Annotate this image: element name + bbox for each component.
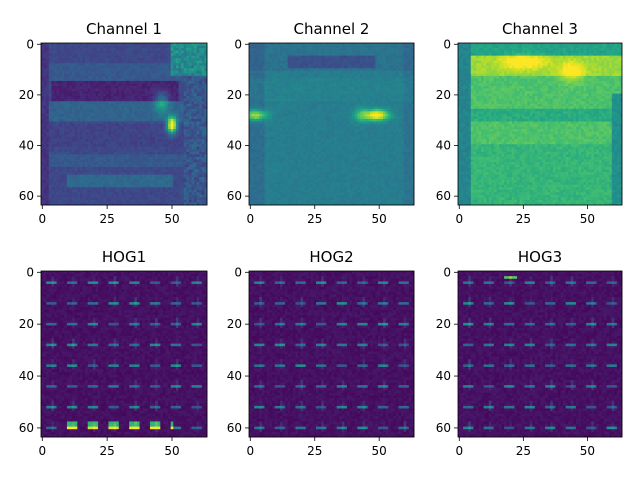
- heatmap-cells: [249, 271, 415, 438]
- y-tick-label: 20: [19, 88, 34, 102]
- axes-frame: [457, 270, 623, 438]
- panel-1: Channel 1 0 25 50 0 20 40 60: [19, 20, 208, 226]
- x-tick-label: 25: [307, 444, 322, 458]
- panel-6: HOG3 0 25 50 0 20 40 60: [436, 248, 623, 458]
- y-tick-label: 20: [19, 317, 34, 331]
- x-tick-label: 0: [455, 212, 463, 226]
- y-tick-label: 60: [227, 421, 242, 435]
- x-tick-label: 50: [580, 444, 595, 458]
- y-tick-label: 20: [227, 88, 242, 102]
- y-tick-label: 40: [19, 139, 34, 153]
- x-tick-label: 25: [100, 212, 115, 226]
- x-tick-label: 25: [100, 444, 115, 458]
- heatmap-cells: [249, 43, 415, 206]
- y-tick-label: 40: [227, 139, 242, 153]
- x-tick-label: 50: [372, 444, 387, 458]
- y-tick-label: 0: [26, 265, 34, 279]
- axes-frame: [248, 270, 415, 438]
- x-tick-label: 50: [164, 444, 179, 458]
- panel-title: Channel 1: [86, 20, 162, 38]
- y-tick-label: 40: [19, 369, 34, 383]
- y-tick-label: 60: [436, 421, 451, 435]
- y-tick-label: 0: [443, 37, 451, 51]
- y-tick-label: 40: [227, 369, 242, 383]
- y-tick-label: 40: [436, 369, 451, 383]
- panel-3: Channel 3 0 25 50 0 20 40 60: [436, 20, 623, 226]
- panel-2: Channel 2 0 25 50 0 20 40 60: [227, 20, 415, 226]
- panel-4: HOG1 0 25 50 0 20 40 60: [19, 248, 208, 458]
- y-tick-label: 0: [26, 37, 34, 51]
- x-tick-label: 50: [372, 212, 387, 226]
- panels: Channel 1 0 25 50 0 20 40 60 Channel 2 0 25 50 0 20 40…: [19, 20, 623, 458]
- x-tick-label: 0: [38, 444, 46, 458]
- axes-frame: [40, 42, 208, 206]
- heatmap-cells: [41, 271, 208, 438]
- x-tick-label: 25: [307, 212, 322, 226]
- heatmap-cells: [458, 43, 623, 206]
- x-tick-label: 0: [246, 212, 254, 226]
- y-tick-label: 60: [19, 189, 34, 203]
- y-tick-label: 40: [436, 139, 451, 153]
- panel-title: HOG1: [102, 248, 146, 266]
- panel-title: HOG2: [309, 248, 353, 266]
- axes-frame: [40, 270, 208, 438]
- y-tick-label: 60: [227, 189, 242, 203]
- panel-title: Channel 3: [502, 20, 578, 38]
- y-tick-label: 20: [227, 317, 242, 331]
- axes-frame: [457, 42, 623, 206]
- x-tick-label: 25: [516, 444, 531, 458]
- y-tick-label: 60: [19, 421, 34, 435]
- x-tick-label: 50: [164, 212, 179, 226]
- heatmap-cells: [458, 271, 623, 438]
- x-tick-label: 0: [246, 444, 254, 458]
- x-tick-label: 0: [455, 444, 463, 458]
- y-tick-label: 0: [443, 265, 451, 279]
- panel-title: HOG3: [518, 248, 562, 266]
- panel-5: HOG2 0 25 50 0 20 40 60: [227, 248, 415, 458]
- y-tick-label: 20: [436, 88, 451, 102]
- x-tick-label: 25: [516, 212, 531, 226]
- x-tick-label: 0: [38, 212, 46, 226]
- heatmap-cells: [41, 43, 208, 206]
- panel-title: Channel 2: [294, 20, 370, 38]
- y-tick-label: 20: [436, 317, 451, 331]
- y-tick-label: 60: [436, 189, 451, 203]
- y-tick-label: 0: [234, 265, 242, 279]
- y-tick-label: 0: [234, 37, 242, 51]
- axes-frame: [248, 42, 415, 206]
- x-tick-label: 50: [580, 212, 595, 226]
